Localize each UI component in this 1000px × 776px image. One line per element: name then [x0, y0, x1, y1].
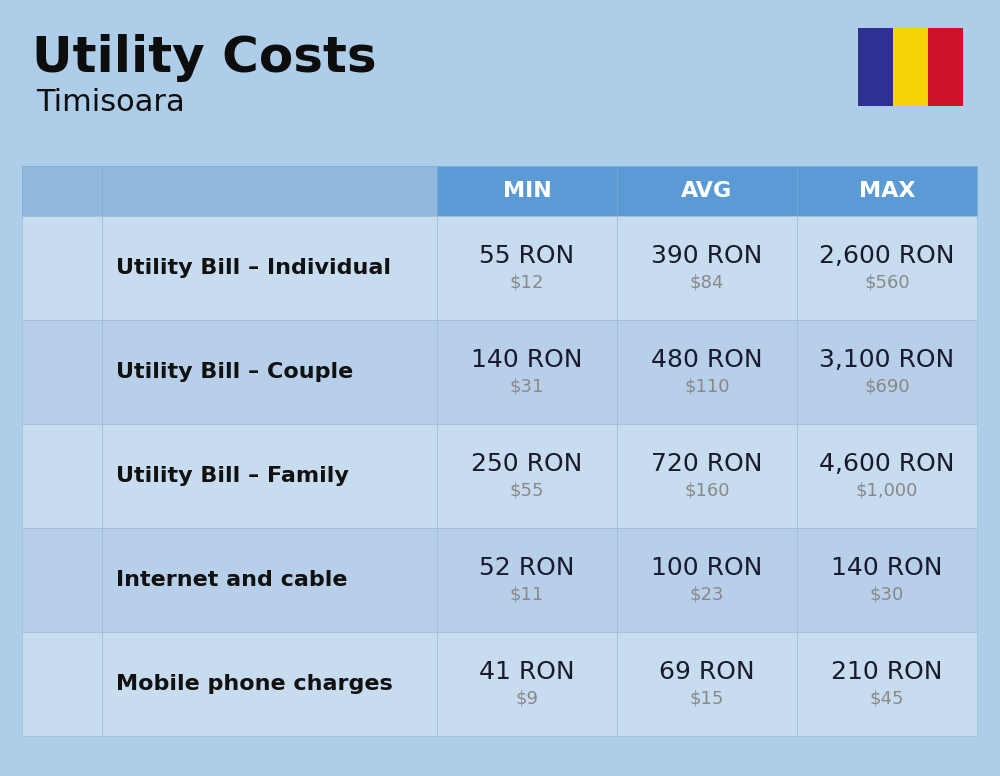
Bar: [797, 216, 977, 320]
Text: $23: $23: [690, 585, 724, 603]
Text: $55: $55: [510, 481, 544, 499]
Bar: [437, 528, 617, 632]
Text: AVG: AVG: [681, 181, 733, 201]
Text: $12: $12: [510, 273, 544, 291]
Text: $9: $9: [516, 689, 538, 707]
Text: 52 RON: 52 RON: [479, 556, 575, 580]
Bar: [22, 528, 102, 632]
Bar: [437, 166, 617, 216]
Text: 140 RON: 140 RON: [471, 348, 583, 372]
Bar: [617, 216, 797, 320]
Bar: [617, 166, 797, 216]
Text: Timisoara: Timisoara: [36, 88, 185, 117]
Bar: [22, 424, 102, 528]
Bar: [797, 320, 977, 424]
Bar: [437, 216, 617, 320]
Bar: [437, 320, 617, 424]
Text: 250 RON: 250 RON: [471, 452, 583, 476]
Text: $31: $31: [510, 377, 544, 395]
Text: Utility Bill – Family: Utility Bill – Family: [116, 466, 349, 486]
Bar: [797, 528, 977, 632]
Bar: [102, 216, 437, 320]
Text: $110: $110: [684, 377, 730, 395]
Bar: [22, 166, 102, 216]
Text: 140 RON: 140 RON: [831, 556, 943, 580]
Bar: [617, 320, 797, 424]
Bar: [617, 528, 797, 632]
Text: $1,000: $1,000: [856, 481, 918, 499]
Bar: [102, 424, 437, 528]
Bar: [617, 632, 797, 736]
Bar: [22, 632, 102, 736]
Bar: [858, 28, 893, 106]
Text: Mobile phone charges: Mobile phone charges: [116, 674, 393, 694]
Text: Utility Bill – Couple: Utility Bill – Couple: [116, 362, 353, 382]
Bar: [102, 632, 437, 736]
Bar: [928, 28, 963, 106]
Bar: [617, 424, 797, 528]
Text: 390 RON: 390 RON: [651, 244, 763, 268]
Text: $560: $560: [864, 273, 910, 291]
Text: $11: $11: [510, 585, 544, 603]
Text: Utility Costs: Utility Costs: [32, 34, 377, 82]
Bar: [797, 166, 977, 216]
Bar: [893, 28, 928, 106]
Bar: [437, 632, 617, 736]
Text: $84: $84: [690, 273, 724, 291]
Text: $30: $30: [870, 585, 904, 603]
Bar: [102, 320, 437, 424]
Text: $15: $15: [690, 689, 724, 707]
Bar: [437, 424, 617, 528]
Text: 3,100 RON: 3,100 RON: [819, 348, 955, 372]
Text: MIN: MIN: [503, 181, 551, 201]
Text: $690: $690: [864, 377, 910, 395]
Text: 55 RON: 55 RON: [479, 244, 575, 268]
Text: 720 RON: 720 RON: [651, 452, 763, 476]
Bar: [22, 320, 102, 424]
Bar: [102, 528, 437, 632]
Text: 480 RON: 480 RON: [651, 348, 763, 372]
Text: 4,600 RON: 4,600 RON: [819, 452, 955, 476]
Text: 210 RON: 210 RON: [831, 660, 943, 684]
Text: MAX: MAX: [859, 181, 915, 201]
Text: Utility Bill – Individual: Utility Bill – Individual: [116, 258, 391, 278]
Bar: [102, 166, 437, 216]
Text: $45: $45: [870, 689, 904, 707]
Text: 41 RON: 41 RON: [479, 660, 575, 684]
Bar: [797, 424, 977, 528]
Text: 2,600 RON: 2,600 RON: [819, 244, 955, 268]
Text: 100 RON: 100 RON: [651, 556, 763, 580]
Bar: [797, 632, 977, 736]
Text: $160: $160: [684, 481, 730, 499]
Text: Internet and cable: Internet and cable: [116, 570, 348, 590]
Bar: [22, 216, 102, 320]
Text: 69 RON: 69 RON: [659, 660, 755, 684]
